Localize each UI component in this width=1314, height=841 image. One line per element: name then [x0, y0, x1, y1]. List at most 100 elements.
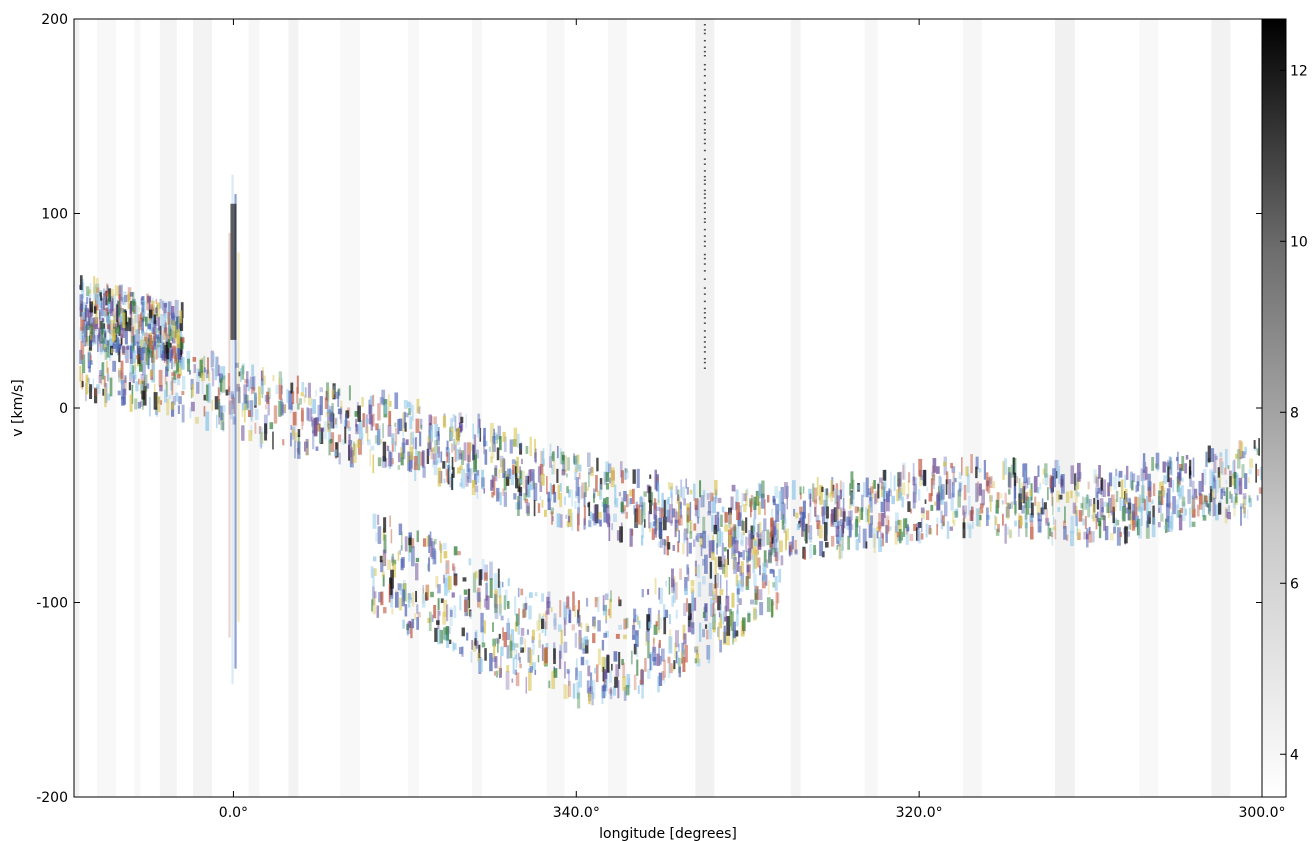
emission-streak	[411, 592, 415, 607]
emission-streak	[723, 547, 727, 552]
emission-streak	[375, 532, 378, 542]
emission-streak	[389, 515, 391, 527]
emission-streak	[491, 491, 494, 498]
emission-streak	[799, 486, 802, 495]
emission-streak	[695, 566, 697, 575]
emission-streak	[1205, 500, 1208, 507]
spike-dot	[703, 163, 706, 165]
emission-streak	[585, 659, 589, 665]
emission-streak	[663, 617, 667, 635]
emission-streak	[1184, 508, 1187, 516]
emission-streak	[685, 510, 690, 516]
emission-streak	[1213, 453, 1217, 474]
emission-streak	[523, 492, 527, 501]
emission-streak	[81, 318, 85, 335]
emission-streak	[888, 489, 892, 497]
emission-streak	[81, 282, 85, 299]
emission-streak	[803, 549, 807, 560]
emission-streak	[477, 592, 481, 602]
emission-streak	[250, 407, 253, 421]
emission-streak	[809, 544, 813, 559]
emission-streak	[699, 480, 702, 498]
emission-streak	[520, 442, 523, 450]
emission-streak	[684, 588, 688, 596]
emission-streak	[970, 454, 973, 474]
emission-streak	[1224, 467, 1227, 475]
emission-streak	[460, 416, 464, 423]
emission-streak	[465, 472, 469, 487]
emission-streak	[577, 600, 581, 611]
emission-streak	[512, 464, 515, 475]
emission-streak	[603, 671, 607, 688]
emission-streak	[658, 587, 661, 600]
emission-streak	[347, 426, 352, 432]
emission-streak	[727, 549, 729, 565]
emission-streak	[593, 619, 596, 630]
emission-streak	[1225, 487, 1229, 504]
emission-streak	[584, 482, 587, 498]
emission-streak	[457, 551, 461, 556]
emission-streak	[1092, 531, 1095, 543]
emission-streak	[733, 536, 737, 543]
emission-streak	[1025, 492, 1029, 501]
emission-streak	[566, 520, 570, 527]
emission-streak	[1189, 459, 1192, 476]
emission-streak	[164, 320, 167, 335]
emission-streak	[1045, 517, 1050, 526]
emission-streak	[499, 603, 502, 617]
spike-dot	[703, 300, 706, 303]
emission-streak	[301, 410, 304, 426]
emission-streak	[625, 511, 629, 519]
emission-streak	[689, 520, 693, 533]
emission-streak	[448, 465, 451, 472]
emission-streak	[855, 519, 858, 537]
emission-streak	[1227, 505, 1231, 514]
emission-streak	[568, 489, 571, 498]
emission-streak	[673, 575, 676, 587]
emission-streak	[609, 598, 612, 619]
spike-dot	[703, 193, 706, 195]
emission-streak	[776, 540, 780, 561]
emission-streak	[689, 521, 692, 534]
emission-streak	[975, 456, 979, 470]
emission-streak	[657, 541, 661, 548]
emission-streak	[1019, 488, 1023, 500]
emission-streak	[323, 421, 328, 440]
emission-streak	[821, 551, 825, 558]
emission-streak	[495, 670, 499, 678]
emission-streak	[928, 527, 933, 535]
emission-streak	[162, 329, 165, 341]
emission-streak	[452, 563, 455, 571]
emission-streak	[515, 613, 519, 627]
emission-streak	[1066, 534, 1069, 541]
emission-streak	[752, 538, 757, 555]
emission-streak	[445, 625, 450, 641]
emission-streak	[753, 549, 757, 569]
emission-streak	[786, 497, 789, 510]
emission-streak	[1003, 458, 1008, 475]
emission-streak	[673, 508, 677, 519]
emission-streak	[623, 618, 628, 630]
emission-streak	[654, 577, 657, 595]
emission-streak	[686, 514, 689, 534]
emission-streak	[897, 478, 901, 499]
emission-streak	[1248, 468, 1252, 475]
emission-streak	[563, 661, 566, 679]
emission-streak	[357, 405, 361, 422]
emission-streak	[1070, 515, 1075, 534]
spike-dot	[703, 361, 706, 364]
emission-streak	[83, 318, 85, 326]
emission-streak	[1159, 494, 1163, 502]
emission-streak	[275, 384, 279, 395]
emission-streak	[519, 478, 523, 484]
emission-streak	[1128, 498, 1132, 507]
emission-streak	[779, 540, 783, 553]
emission-streak	[515, 672, 520, 687]
emission-streak	[702, 559, 705, 566]
emission-streak	[220, 405, 223, 421]
emission-streak	[808, 538, 813, 543]
emission-streak	[830, 535, 835, 547]
emission-streak	[247, 379, 251, 392]
emission-streak	[1169, 461, 1172, 470]
emission-streak	[311, 419, 315, 434]
